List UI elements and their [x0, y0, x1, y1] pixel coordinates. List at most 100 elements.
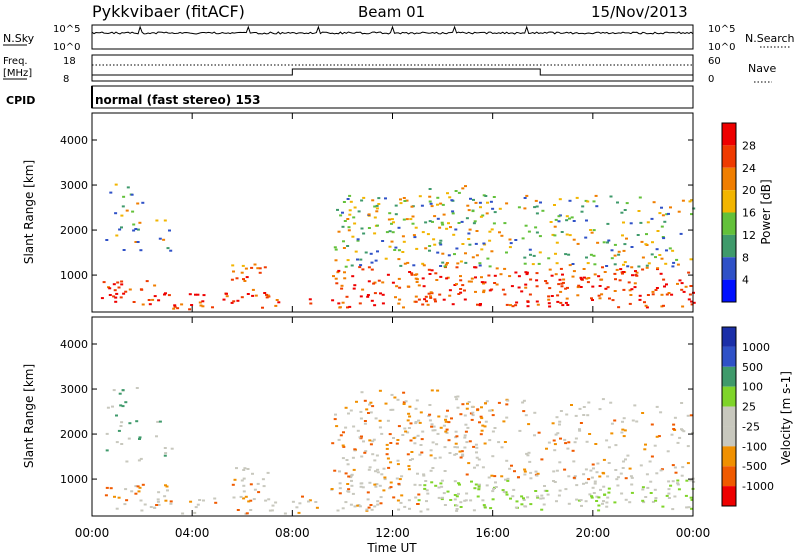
echo-cell [155, 219, 159, 222]
echo-cell [117, 286, 121, 289]
echo-cell [616, 201, 619, 204]
echo-cell [631, 419, 635, 422]
echo-cell [315, 506, 319, 509]
echo-cell [371, 199, 375, 202]
echo-cell [582, 268, 586, 270]
echo-cell [505, 493, 509, 496]
echo-cell [672, 428, 676, 430]
echo-cell [621, 234, 624, 237]
echo-cell [263, 292, 267, 294]
echo-cell [374, 259, 378, 262]
echo-cell [405, 199, 409, 202]
echo-cell [478, 264, 482, 267]
echo-cell [639, 464, 643, 467]
echo-cell [407, 465, 411, 468]
echo-cell [578, 429, 582, 432]
echo-cell [369, 401, 373, 404]
echo-cell [535, 205, 539, 208]
echo-cell [590, 496, 594, 499]
colorbar-tick-label: -25 [742, 420, 760, 433]
echo-cell [363, 399, 367, 402]
echo-cell [397, 482, 401, 485]
echo-cell [486, 257, 490, 260]
echo-cell [625, 202, 629, 205]
echo-cell [134, 485, 138, 488]
echo-cell [545, 489, 549, 492]
echo-cell [467, 209, 471, 212]
echo-cell [508, 238, 512, 241]
echo-cell [587, 277, 591, 279]
echo-cell [396, 398, 400, 401]
echo-cell [347, 226, 351, 229]
echo-cell [359, 295, 363, 298]
echo-cell [169, 502, 173, 505]
echo-cell [141, 201, 145, 204]
echo-cell [686, 445, 690, 448]
echo-cell [646, 486, 650, 489]
echo-cell [429, 449, 433, 452]
echo-cell [270, 509, 274, 512]
echo-cell [394, 296, 397, 299]
echo-cell [641, 499, 645, 502]
echo-cell [493, 211, 497, 214]
echo-cell [198, 301, 202, 304]
echo-cell [465, 473, 469, 476]
echo-cell [639, 221, 643, 224]
echo-cell [557, 215, 561, 218]
echo-cell [564, 287, 568, 290]
echo-cell [647, 262, 651, 265]
echo-cell [658, 212, 662, 215]
y-tick-label: 2000 [60, 224, 88, 237]
echo-cell [397, 508, 401, 511]
echo-cell [571, 263, 575, 265]
x-tick-label: 20:00 [576, 526, 611, 540]
echo-cell [590, 495, 594, 498]
echo-cell [472, 445, 476, 448]
echo-cell [446, 490, 450, 493]
echo-cell [485, 400, 489, 403]
echo-cell [451, 303, 455, 306]
echo-cell [383, 476, 387, 479]
echo-cell [415, 247, 419, 250]
echo-cell [356, 258, 359, 261]
echo-cell [416, 472, 419, 475]
echo-cell [414, 421, 418, 423]
echo-cell [613, 501, 617, 504]
echo-cell [558, 420, 562, 423]
echo-cell [432, 238, 436, 241]
colorbar-segment [722, 466, 736, 487]
echo-cell [659, 272, 663, 275]
echo-cell [633, 286, 637, 289]
echo-cell [373, 304, 377, 307]
echo-cell [411, 222, 415, 225]
echo-cell [559, 437, 562, 440]
echo-cell [475, 446, 479, 449]
echo-cell [528, 293, 532, 296]
echo-cell [240, 479, 244, 482]
echo-cell [439, 275, 443, 278]
echo-cell [595, 205, 599, 208]
echo-cell [363, 451, 367, 454]
echo-cell [624, 498, 628, 501]
echo-cell [611, 299, 615, 302]
y-tick-label: 1000 [60, 269, 88, 282]
echo-cell [347, 488, 351, 491]
echo-cell [598, 297, 602, 300]
y-tick-label: 2000 [60, 428, 88, 441]
echo-cell [688, 200, 692, 203]
echo-cell [349, 503, 353, 506]
echo-cell [387, 466, 391, 469]
echo-cell [621, 467, 625, 469]
echo-cell [137, 459, 141, 462]
echo-cell [524, 283, 528, 286]
echo-cell [585, 481, 588, 484]
echo-cell [671, 508, 675, 511]
echo-cell [465, 217, 469, 220]
echo-cell [176, 307, 180, 310]
echo-cell [407, 468, 411, 471]
echo-cell [685, 506, 689, 509]
echo-cell [249, 483, 253, 486]
echo-cell [349, 409, 353, 412]
echo-cell [559, 301, 563, 304]
echo-cell [368, 403, 371, 406]
